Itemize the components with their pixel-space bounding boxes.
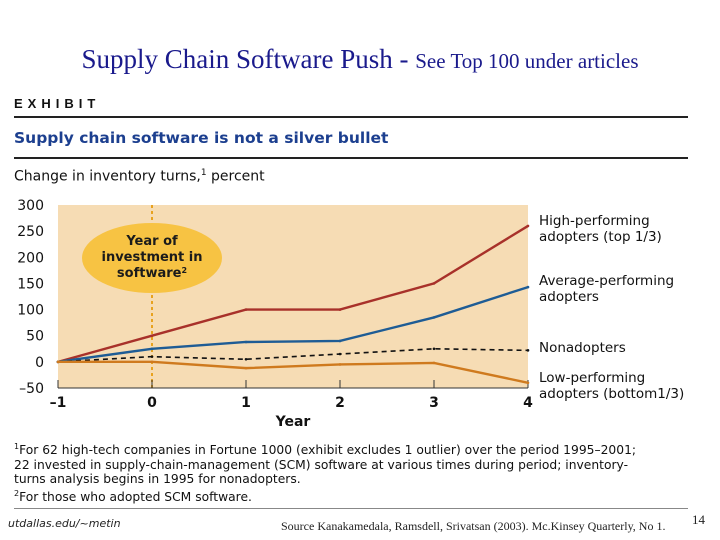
y-tick-label: 50 <box>26 329 44 345</box>
x-axis-title: Year <box>275 414 311 430</box>
series-3-point <box>432 347 436 351</box>
series-line-2 <box>57 285 529 364</box>
series-1-point <box>244 308 248 311</box>
x-tick-label: 4 <box>523 395 533 411</box>
x-tick-label: 1 <box>241 395 251 411</box>
slide-title-main: Supply Chain Software Push - <box>81 44 409 74</box>
y-tick-label: 250 <box>17 224 44 240</box>
footnotes: 1For 62 high-tech companies in Fortune 1… <box>14 440 704 504</box>
y-tick-label: 0 <box>35 355 44 371</box>
investment-callout-line-2: investment in <box>101 250 202 265</box>
series-1-point <box>150 334 154 338</box>
y-axis-title-note: 1 <box>200 168 207 178</box>
footnote-1-line-3: turns analysis begins in 1995 for nonado… <box>14 472 301 487</box>
series-1-label: adopters (top 1/3) <box>539 229 662 245</box>
series-3-point <box>244 357 248 361</box>
investment-callout-line-3: software2 <box>117 266 187 282</box>
series-2-point <box>338 339 342 343</box>
series-4-point <box>150 360 154 364</box>
series-2-label: adopters <box>539 289 599 305</box>
series-4-point <box>56 360 60 364</box>
footnote-1-line-2: 22 invested in supply-chain-management (… <box>14 457 629 472</box>
investment-callout-note: 2 <box>181 266 187 275</box>
series-3-point <box>526 349 530 352</box>
series-1-point <box>432 282 436 285</box>
series-2-point <box>432 316 436 319</box>
series-1-point <box>526 224 530 228</box>
chart-title: Supply chain software is not a silver bu… <box>14 129 389 147</box>
footnote-2-mark: 2 <box>14 488 20 498</box>
series-line-3 <box>57 347 529 363</box>
footer-website: utdallas.edu/~metin <box>8 517 121 530</box>
series-2-point <box>244 340 248 344</box>
x-tick-label: –1 <box>50 395 67 411</box>
footnote-2-line-1: For those who adopted SCM software. <box>19 489 252 504</box>
series-2-label: Average-performing <box>539 273 674 289</box>
y-tick-label: 100 <box>17 303 44 319</box>
series-line-4 <box>58 360 529 384</box>
y-tick-label: –50 <box>19 381 44 397</box>
footer-rule <box>14 508 688 509</box>
footnote-1-line-1: For 62 high-tech companies in Fortune 10… <box>19 443 637 458</box>
series-3-point <box>150 355 154 358</box>
y-axis-title-text: Change in inventory turns, <box>14 168 201 185</box>
y-axis-title-unit: percent <box>211 168 265 185</box>
x-tick-label: 0 <box>147 395 157 411</box>
exhibit-rule-middle <box>14 157 688 159</box>
footer-source: Source Kanakamedala, Ramsdell, Srivatsan… <box>281 519 666 533</box>
x-tick-label: 3 <box>429 395 439 411</box>
series-4-point <box>244 366 248 370</box>
series-1-label: High-performing <box>539 213 650 229</box>
footnote-1-mark: 1 <box>14 442 20 451</box>
y-axis-title: Change in inventory turns,1 percent <box>14 168 265 185</box>
slide-title-sub: See Top 100 under articles <box>415 49 639 73</box>
series-4-label: Low-performing <box>539 370 645 386</box>
series-3-label: Nonadopters <box>539 340 626 356</box>
slide-title: Supply Chain Software Push - See Top 100… <box>0 44 720 75</box>
series-4-label: adopters (bottom1/3) <box>539 386 684 402</box>
series-4-point <box>526 381 530 385</box>
series-4-point <box>338 363 342 366</box>
investment-callout <box>82 223 222 293</box>
footnote-1: 1For 62 high-tech companies in Fortune 1… <box>14 440 704 487</box>
investment-callout-line-1: Year of <box>125 234 178 249</box>
footnote-2: 2For those who adopted SCM software. <box>14 487 704 505</box>
series-3-point <box>338 352 342 356</box>
exhibit-label: EXHIBIT <box>14 96 101 111</box>
series-4-point <box>432 361 436 365</box>
x-tick-label: 2 <box>335 395 345 411</box>
series-1-point <box>338 308 342 311</box>
page-number: 14 <box>692 512 705 527</box>
series-2-point <box>150 347 154 351</box>
y-tick-label: 150 <box>17 276 44 292</box>
y-tick-label: 200 <box>17 250 44 266</box>
series-line-1 <box>57 224 529 364</box>
exhibit-rule-top <box>14 116 688 118</box>
series-2-point <box>526 285 530 289</box>
y-tick-label: 300 <box>17 198 44 214</box>
